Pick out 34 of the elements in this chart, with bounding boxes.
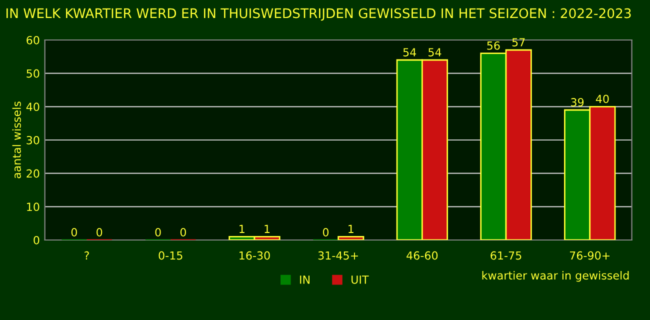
y-tick-label: 60 [26, 36, 40, 44]
data-label: 0 [180, 228, 186, 236]
data-label: 0 [71, 228, 77, 236]
y-tick-label: 10 [27, 202, 40, 212]
y-tick-label: 20 [26, 169, 40, 178]
data-label: 0 [155, 228, 161, 236]
y-tick-label: 40 [26, 102, 40, 112]
data-label: 0 [96, 228, 102, 236]
y-tick-label: 30 [26, 136, 40, 144]
data-label: 56 [487, 41, 500, 50]
x-tick-label: ? [84, 251, 89, 260]
data-label: 54 [428, 48, 442, 56]
y-axis-title: aantal wissels [12, 102, 21, 178]
x-tick-label: 31-45+ [318, 251, 358, 260]
data-label: 1 [240, 224, 244, 233]
x-tick-label: 46-60 [406, 251, 438, 260]
x-tick-label: 0-15 [158, 251, 182, 260]
x-tick-label: 61-75 [490, 251, 522, 260]
x-tick-label: 16-30 [240, 251, 270, 260]
data-label: 57 [512, 38, 525, 46]
legend-label: IN [300, 276, 310, 284]
data-label: 40 [596, 94, 609, 104]
data-label: 39 [571, 98, 584, 106]
chart-title: IN WELK KWARTIER WERD ER IN THUISWEDSTRIJDEN GEWISSELD IN HET SEIZOEN : 2022-2023 [6, 8, 631, 21]
data-label: 0 [322, 228, 329, 236]
x-axis-title: kwartier waar in gewisseld [482, 271, 629, 282]
x-tick-label: 76-90+ [570, 251, 610, 260]
bar [338, 236, 364, 240]
data-label: 1 [348, 224, 354, 233]
y-tick-label: 50 [26, 69, 40, 78]
legend-label: UIT [352, 276, 369, 284]
y-tick-label: 0 [34, 236, 40, 244]
data-label: 54 [403, 48, 416, 56]
data-label: 1 [264, 224, 270, 233]
